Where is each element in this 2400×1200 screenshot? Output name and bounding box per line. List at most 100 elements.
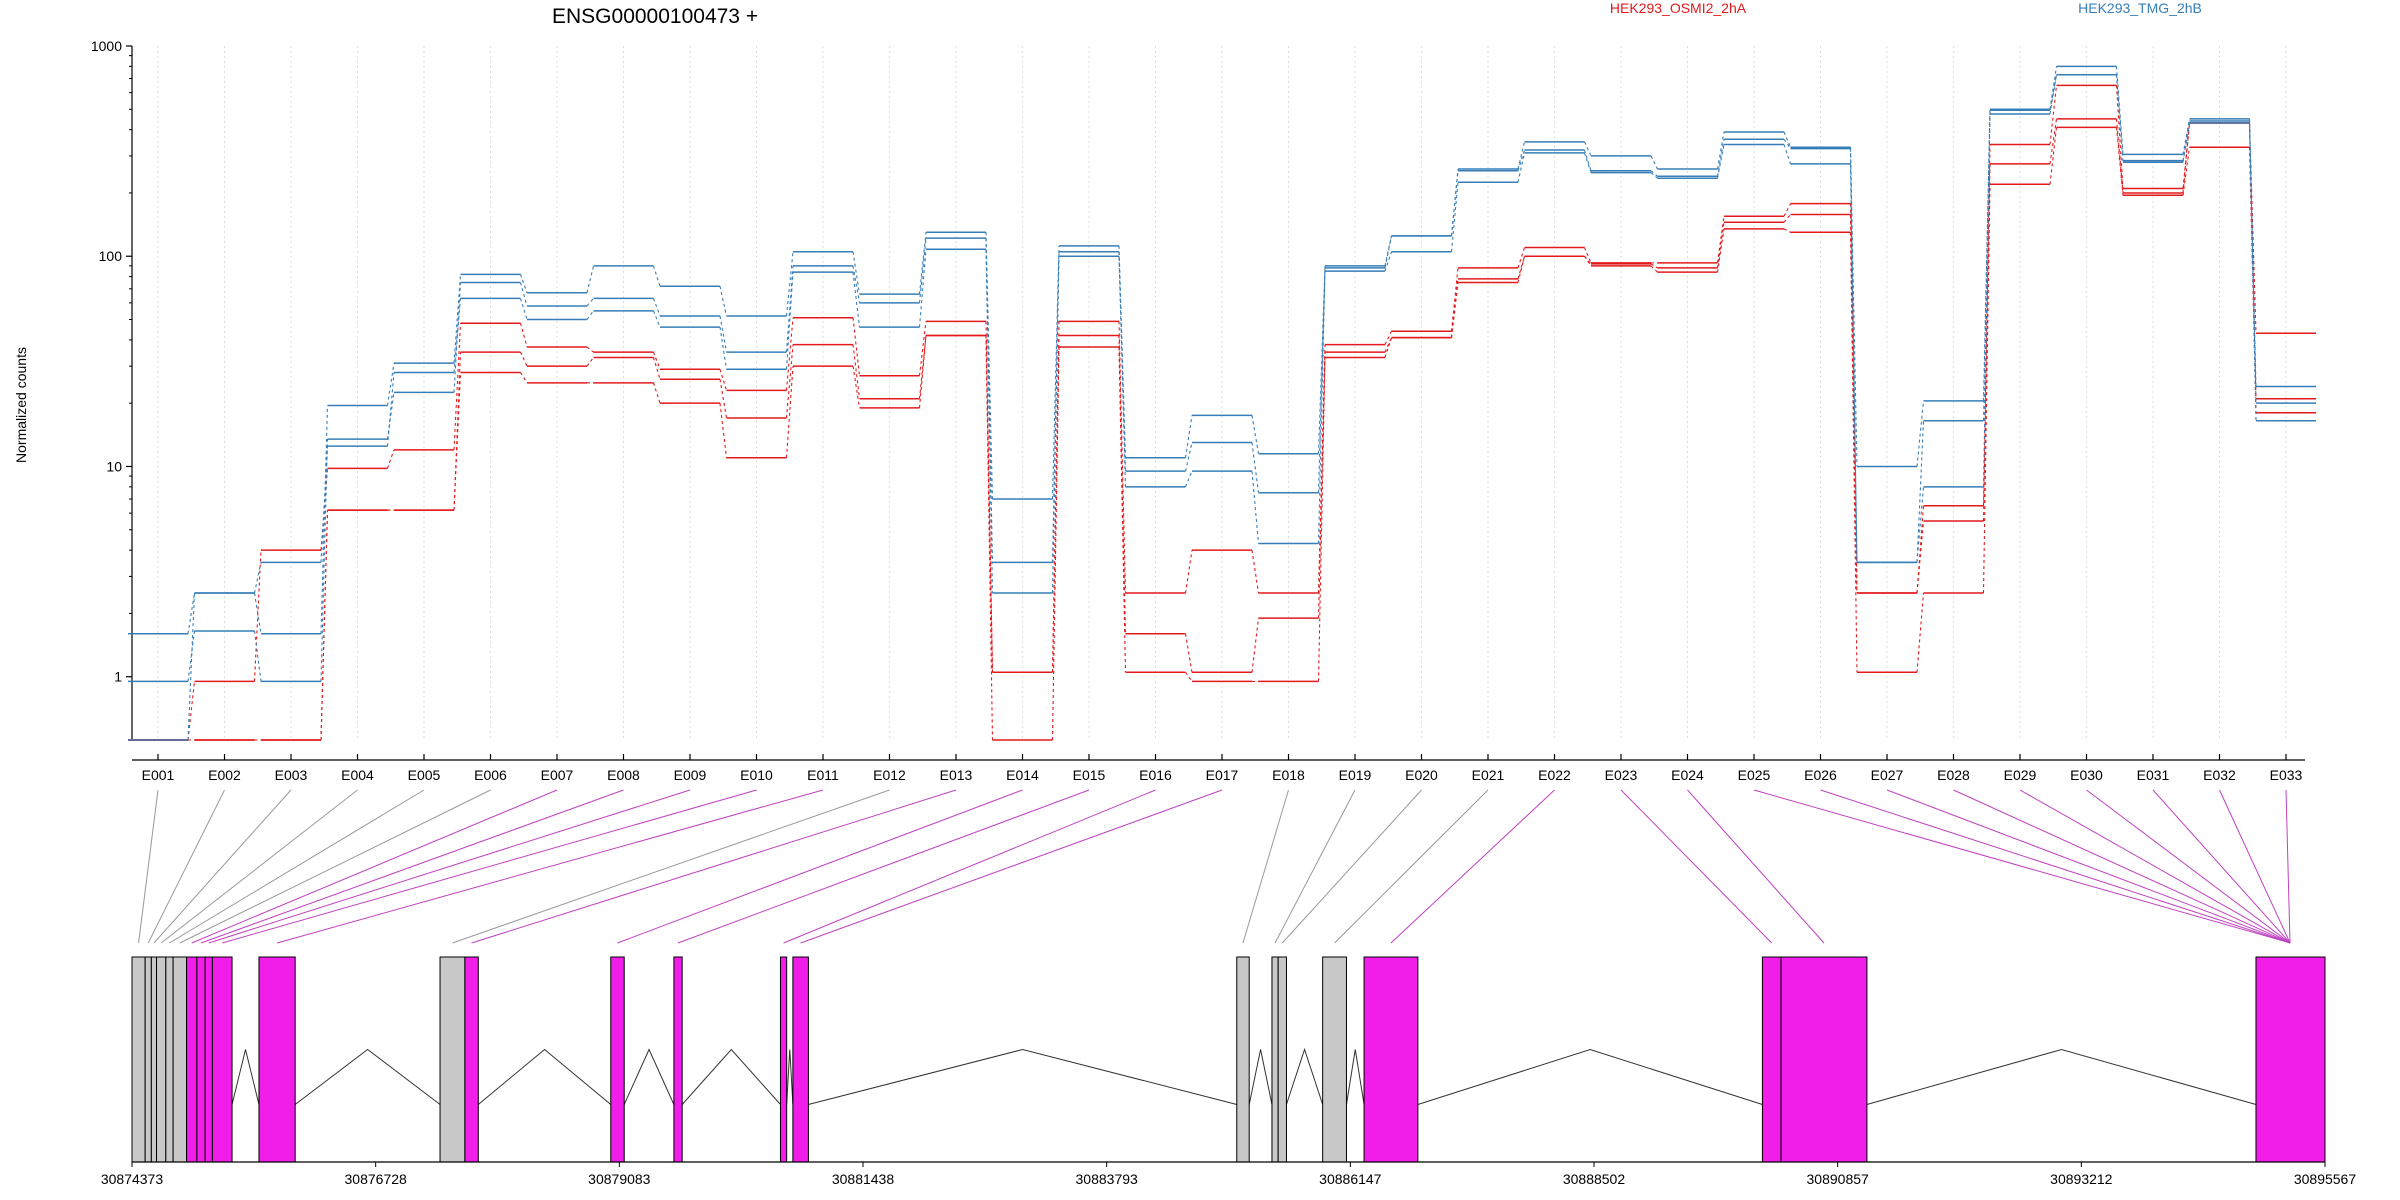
series-connector bbox=[2248, 120, 2257, 404]
x-tick-label-E021: E021 bbox=[1472, 767, 1505, 783]
legend-entry-tmg: HEK293_TMG_2hB bbox=[2078, 0, 2202, 16]
series-connector bbox=[1783, 203, 1791, 217]
y-axis-label: Normalized counts bbox=[13, 347, 29, 463]
series-connector bbox=[1450, 170, 1459, 236]
series-connector bbox=[785, 251, 794, 316]
gene-axis-label-30895567: 30895567 bbox=[2294, 1171, 2357, 1187]
series-connector bbox=[785, 317, 794, 391]
series-connector bbox=[918, 249, 927, 328]
connector-E001 bbox=[138, 789, 159, 944]
connector-E004 bbox=[160, 789, 358, 944]
connector-E031 bbox=[2152, 789, 2291, 944]
series-connector bbox=[1716, 216, 1725, 263]
x-tick-label-E026: E026 bbox=[1804, 767, 1837, 783]
series-connector bbox=[320, 405, 329, 634]
x-tick-label-E029: E029 bbox=[2004, 767, 2037, 783]
series-connector bbox=[1783, 131, 1792, 148]
exon-E009 bbox=[204, 956, 213, 1163]
legend-entry-osmi2: HEK293_OSMI2_2hA bbox=[1610, 0, 1747, 16]
series-connector bbox=[320, 446, 329, 563]
x-tick-label-E022: E022 bbox=[1538, 767, 1571, 783]
series-connector bbox=[1849, 232, 1858, 673]
series-connector bbox=[1783, 228, 1791, 233]
series-connector bbox=[652, 265, 661, 287]
series-connector bbox=[1384, 330, 1392, 345]
connector-E006 bbox=[179, 789, 491, 944]
series-connector bbox=[1251, 550, 1260, 594]
intron-E024 bbox=[1866, 1048, 2257, 1105]
series-connector bbox=[1584, 255, 1592, 267]
series-connector bbox=[320, 510, 329, 741]
series-connector bbox=[2248, 123, 2257, 334]
exon-E017 bbox=[792, 956, 809, 1163]
x-tick-label-E010: E010 bbox=[740, 767, 773, 783]
connector-E002 bbox=[147, 789, 225, 944]
exon-E012 bbox=[439, 956, 466, 1163]
x-tick-label-E018: E018 bbox=[1272, 767, 1305, 783]
series-connector bbox=[1783, 214, 1791, 223]
series-connector bbox=[1251, 618, 1260, 673]
x-tick-label-E014: E014 bbox=[1006, 767, 1039, 783]
series-HEK293_TMG_2hB bbox=[128, 73, 2316, 683]
series-connector bbox=[1916, 420, 1925, 563]
series-connector bbox=[918, 238, 927, 303]
series-connector bbox=[1583, 152, 1592, 173]
connector-E008 bbox=[200, 789, 624, 944]
connector-E026 bbox=[1820, 789, 2291, 944]
exon-E010 bbox=[211, 956, 233, 1163]
x-tick-label-E002: E002 bbox=[208, 767, 241, 783]
connector-E023 bbox=[1620, 789, 1773, 944]
series-connector bbox=[1184, 550, 1193, 594]
gene-axis-label-30881438: 30881438 bbox=[832, 1171, 895, 1187]
series-connector bbox=[1450, 267, 1459, 332]
intron-E021 bbox=[1345, 1049, 1365, 1105]
connector-E003 bbox=[153, 789, 292, 944]
connector-E017 bbox=[800, 789, 1223, 944]
series-connector bbox=[1783, 144, 1792, 165]
exon-E006 bbox=[172, 956, 188, 1163]
exon-E002 bbox=[144, 956, 152, 1163]
series-connector bbox=[253, 630, 262, 682]
connector-E028 bbox=[1953, 789, 2291, 944]
series-connector bbox=[1517, 141, 1526, 170]
series-connector bbox=[1184, 633, 1193, 673]
series-connector bbox=[1450, 182, 1459, 252]
x-tick-label-E019: E019 bbox=[1339, 767, 1372, 783]
series-connector bbox=[1384, 235, 1393, 266]
exon-E024 bbox=[1780, 956, 1868, 1163]
exon-E018 bbox=[1236, 956, 1250, 1163]
series-connector bbox=[1916, 400, 1925, 467]
series-connector bbox=[519, 282, 528, 307]
connector-E025 bbox=[1753, 789, 2291, 944]
series-connector bbox=[2248, 123, 2257, 421]
gene-axis-label-30886147: 30886147 bbox=[1319, 1171, 1382, 1187]
exon-E008 bbox=[196, 956, 206, 1163]
vertical-grid bbox=[157, 46, 2287, 740]
series-connector bbox=[187, 592, 196, 634]
gene-axis-label-30893212: 30893212 bbox=[2050, 1171, 2113, 1187]
exon-E001 bbox=[131, 956, 146, 1163]
intron-E010 bbox=[231, 1049, 260, 1105]
series-connector bbox=[1450, 282, 1459, 338]
series-connector bbox=[453, 282, 462, 393]
series-connector bbox=[1184, 470, 1193, 488]
exon-E020 bbox=[1277, 956, 1287, 1163]
series-connector bbox=[1849, 148, 1858, 563]
series-connector bbox=[386, 363, 395, 406]
series-connector bbox=[918, 335, 927, 399]
series-connector bbox=[719, 369, 728, 391]
series-connector bbox=[719, 379, 728, 419]
series-connector bbox=[586, 357, 594, 367]
series-connector bbox=[1916, 521, 1925, 594]
exon-E025 bbox=[2255, 956, 2326, 1163]
series-connector bbox=[719, 286, 728, 317]
series-connector bbox=[1517, 247, 1526, 269]
series-connector bbox=[1982, 184, 1991, 594]
series-connector bbox=[453, 274, 462, 364]
series-connector bbox=[852, 272, 861, 328]
connector-E021 bbox=[1334, 789, 1489, 944]
intron-E018 bbox=[1248, 1049, 1273, 1105]
series-connector bbox=[1650, 263, 1658, 269]
series-connector bbox=[1716, 131, 1725, 170]
series-connector bbox=[1118, 347, 1127, 673]
